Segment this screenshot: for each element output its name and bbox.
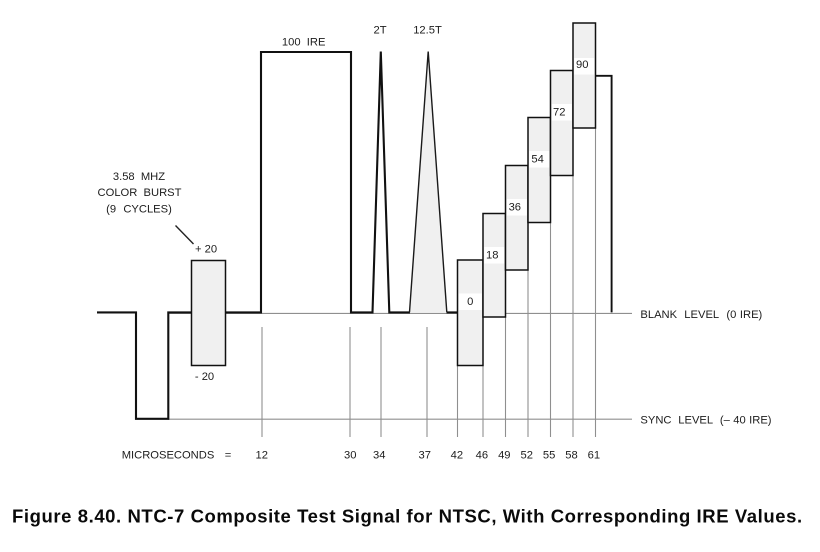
svg-text:+ 20: + 20 bbox=[195, 243, 217, 255]
svg-text:100 IRE: 100 IRE bbox=[282, 37, 326, 49]
svg-text:0: 0 bbox=[467, 296, 473, 308]
svg-text:30: 30 bbox=[344, 450, 356, 462]
svg-text:61: 61 bbox=[588, 450, 600, 462]
svg-text:55: 55 bbox=[543, 450, 555, 462]
svg-text:SYNC LEVEL (– 40 IRE): SYNC LEVEL (– 40 IRE) bbox=[640, 415, 771, 427]
svg-text:12: 12 bbox=[255, 450, 267, 462]
svg-text:72: 72 bbox=[553, 107, 565, 119]
svg-text:2T: 2T bbox=[373, 25, 386, 37]
svg-text:Figure 8.40. NTC-7 Composite T: Figure 8.40. NTC-7 Composite Test Signal… bbox=[12, 506, 803, 527]
svg-text:12.5T: 12.5T bbox=[413, 25, 442, 37]
svg-text:42: 42 bbox=[451, 450, 463, 462]
svg-text:90: 90 bbox=[576, 59, 588, 71]
svg-text:18: 18 bbox=[486, 250, 498, 262]
svg-text:49: 49 bbox=[498, 450, 510, 462]
svg-text:BLANK LEVEL (0 IRE): BLANK LEVEL (0 IRE) bbox=[640, 309, 762, 321]
svg-text:(9 CYCLES): (9 CYCLES) bbox=[106, 204, 172, 216]
svg-text:37: 37 bbox=[418, 450, 430, 462]
svg-text:46: 46 bbox=[476, 450, 488, 462]
svg-text:MICROSECONDS =: MICROSECONDS = bbox=[122, 450, 232, 462]
svg-text:3.58 MHZ: 3.58 MHZ bbox=[113, 171, 165, 183]
svg-text:34: 34 bbox=[373, 450, 385, 462]
svg-text:36: 36 bbox=[509, 202, 521, 214]
svg-text:- 20: - 20 bbox=[195, 371, 214, 383]
svg-text:58: 58 bbox=[565, 450, 577, 462]
svg-text:COLOR BURST: COLOR BURST bbox=[98, 187, 182, 199]
svg-text:54: 54 bbox=[531, 154, 543, 166]
svg-text:52: 52 bbox=[520, 450, 532, 462]
